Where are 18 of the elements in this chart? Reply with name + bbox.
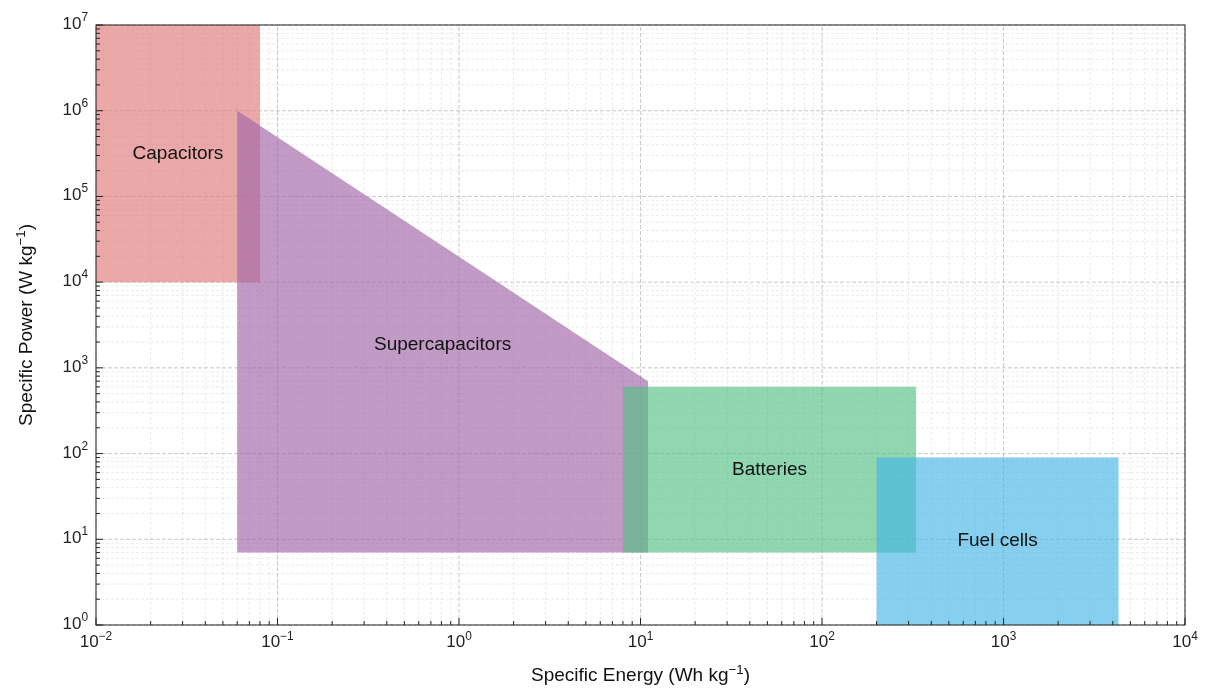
series-label: Supercapacitors [373,332,512,354]
x-tick-label: 10$^{−1}$ [261,629,295,651]
y-tick-label: 10$^{7}$ [62,10,89,34]
y-tick-label: 10$^{4}$ [62,267,89,291]
y-tick-label: 10$^{1}$ [62,524,89,548]
series-label: Capacitors [132,141,224,163]
y-tick-label: 10$^{6}$ [62,95,89,120]
x-tick-label: 10$^{1}$ [627,629,654,651]
y-tick-label: 10$^{5}$ [62,181,89,205]
x-tick-label: 10$^{0}$ [446,629,473,651]
y-tick-label: 10$^{2}$ [62,438,89,463]
x-tick-label: 10$^{2}$ [809,629,836,651]
y-tick-label: 10$^{3}$ [62,353,89,377]
series-label: Batteries [732,457,807,479]
x-tick-label: 10$^{4}$ [1172,629,1199,651]
series-label: Fuel cells [957,529,1038,551]
x-axis-title: Specific Energy (Wh kg$^{−1}$) [531,661,750,685]
x-tick-label: 10$^{3}$ [990,629,1017,651]
